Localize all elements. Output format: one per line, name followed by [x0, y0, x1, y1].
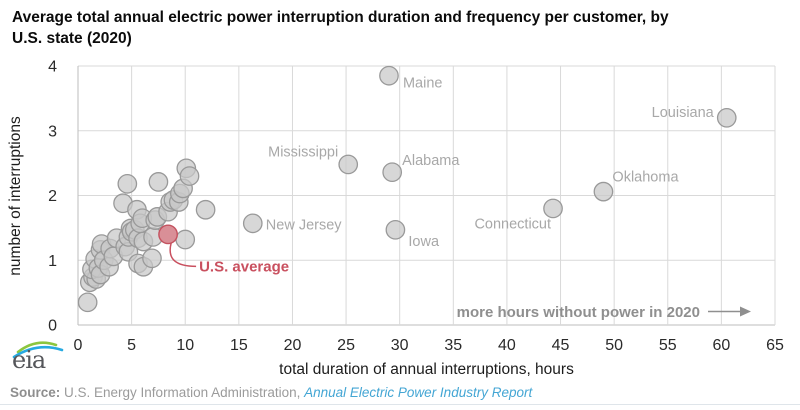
source-report-link[interactable]: Annual Electric Power Industry Report	[304, 385, 533, 400]
us-average-connector	[169, 243, 197, 268]
chart-title-line2: U.S. state (2020)	[12, 30, 132, 47]
x-tick-label-30: 30	[391, 337, 409, 354]
x-tick-label-15: 15	[230, 337, 248, 354]
x-axis-title: total duration of annual interruptions, …	[279, 361, 574, 378]
source-line: Source: U.S. Energy Information Administ…	[10, 385, 532, 400]
more-hours-annotation: more hours without power in 2020	[457, 304, 700, 321]
y-tick-label-2: 2	[48, 188, 57, 205]
data-point-alabama	[382, 162, 403, 183]
source-prefix: Source:	[10, 385, 61, 400]
state-data-point	[148, 172, 169, 192]
y-tick-label-0: 0	[48, 318, 57, 335]
eia-logo-swoosh-icon	[12, 341, 64, 359]
eia-logo: eia	[10, 336, 68, 382]
x-tick-label-55: 55	[659, 337, 677, 354]
data-point-maine	[379, 65, 399, 86]
us-average-label: U.S. average	[199, 258, 289, 275]
state-data-point	[117, 173, 138, 194]
x-tick-label-35: 35	[444, 337, 462, 354]
state-label-louisiana: Louisiana	[652, 105, 715, 121]
data-point-connecticut	[543, 198, 563, 219]
state-data-point	[142, 248, 162, 269]
x-tick-label-10: 10	[176, 337, 194, 354]
x-tick-label-50: 50	[605, 337, 623, 354]
more-hours-arrow-head	[740, 306, 751, 317]
state-data-point	[195, 199, 216, 220]
x-tick-label-60: 60	[712, 337, 730, 354]
state-label-new-jersey: New Jersey	[266, 217, 342, 233]
state-label-maine: Maine	[403, 76, 443, 92]
x-tick-label-45: 45	[552, 337, 570, 354]
y-tick-label-1: 1	[48, 253, 57, 270]
data-point-mississippi	[338, 154, 359, 175]
x-tick-label-40: 40	[498, 337, 516, 354]
state-label-iowa: Iowa	[408, 234, 440, 250]
us-average-point	[158, 224, 178, 245]
state-label-mississippi: Mississippi	[268, 144, 338, 160]
data-point-oklahoma	[593, 181, 614, 202]
data-point-louisiana	[716, 107, 737, 128]
chart-title: Average total annual electric power inte…	[12, 7, 782, 49]
state-data-point	[175, 229, 196, 250]
data-point-iowa	[385, 219, 406, 240]
y-tick-label-4: 4	[48, 59, 57, 76]
x-tick-label-65: 65	[766, 337, 784, 354]
state-label-alabama: Alabama	[402, 153, 460, 169]
state-data-point	[179, 166, 200, 186]
data-point-new-jersey	[242, 213, 263, 234]
y-axis-title: number of interruptions	[7, 116, 24, 276]
x-tick-label-25: 25	[337, 337, 355, 354]
source-agency: U.S. Energy Information Administration,	[60, 385, 305, 400]
bottom-divider	[0, 404, 800, 405]
x-tick-label-0: 0	[74, 337, 83, 354]
eia-logo-text: eia	[12, 346, 46, 374]
state-data-point	[77, 292, 98, 313]
x-tick-label-5: 5	[127, 337, 136, 354]
state-label-oklahoma: Oklahoma	[612, 170, 679, 186]
x-tick-label-20: 20	[284, 337, 302, 354]
chart-title-line1: Average total annual electric power inte…	[12, 9, 669, 26]
state-label-connecticut: Connecticut	[474, 216, 551, 232]
y-tick-label-3: 3	[48, 123, 57, 140]
